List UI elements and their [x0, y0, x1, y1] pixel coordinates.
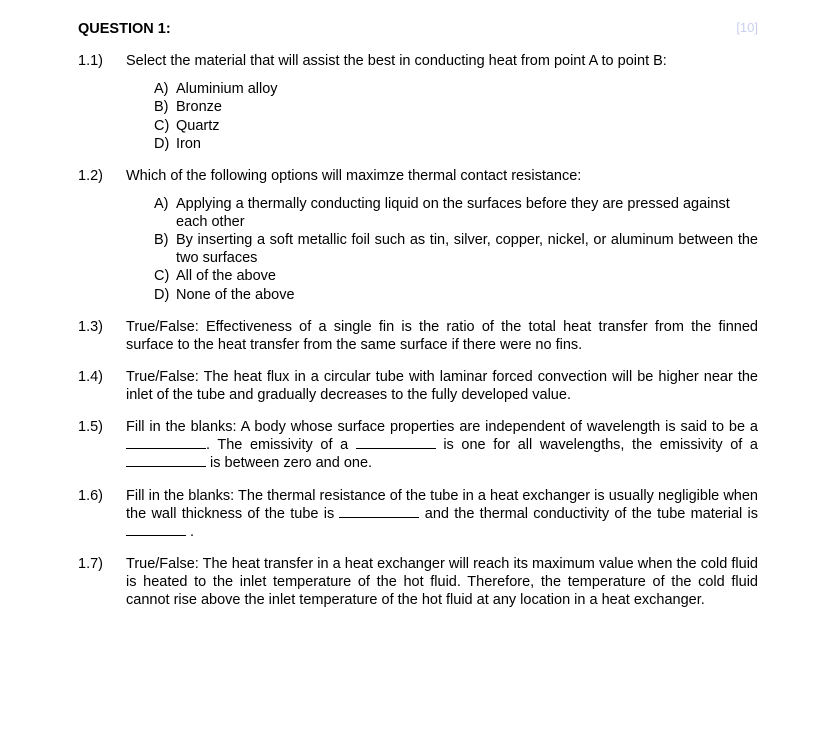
q-text-1-7: True/False: The heat transfer in a heat … — [126, 555, 758, 609]
q-num-1-1: 1.1) — [78, 52, 126, 153]
opt-text: All of the above — [176, 267, 758, 285]
opt-letter: D) — [154, 135, 176, 153]
opt-letter: D) — [154, 286, 176, 304]
opt-letter: B) — [154, 98, 176, 116]
q16-mid: and the thermal conductivity of the tube… — [419, 506, 758, 522]
q-num-1-5: 1.5) — [78, 418, 126, 472]
q15-mid1: . The emissivity of a — [206, 437, 356, 453]
q16-end: . — [186, 524, 194, 540]
opt-letter: C) — [154, 117, 176, 135]
blank — [126, 454, 206, 467]
blank — [356, 436, 436, 449]
blank — [126, 523, 186, 536]
q-num-1-2: 1.2) — [78, 167, 126, 304]
q-text-1-5: Fill in the blanks: A body whose surface… — [126, 418, 758, 472]
opt-text: None of the above — [176, 286, 758, 304]
blank — [126, 436, 206, 449]
opt-text: Bronze — [176, 98, 758, 116]
opt-letter: C) — [154, 267, 176, 285]
q-num-1-4: 1.4) — [78, 368, 126, 404]
q-num-1-6: 1.6) — [78, 487, 126, 541]
opt-letter: A) — [154, 195, 176, 231]
q-text-1-3: True/False: Effectiveness of a single fi… — [126, 318, 758, 354]
opt-letter: B) — [154, 231, 176, 267]
q-text-1-4: True/False: The heat flux in a circular … — [126, 368, 758, 404]
marks-badge: [10] — [736, 20, 758, 38]
opt-text: By inserting a soft metallic foil such a… — [176, 231, 758, 267]
q-text-1-1: Select the material that will assist the… — [126, 52, 758, 70]
opt-letter: A) — [154, 80, 176, 98]
q15-mid2: is one for all wavelengths, the emissivi… — [436, 437, 758, 453]
q-num-1-3: 1.3) — [78, 318, 126, 354]
blank — [339, 505, 419, 518]
q-text-1-2: Which of the following options will maxi… — [126, 167, 758, 185]
question-title: QUESTION 1: — [78, 20, 171, 38]
q-num-1-7: 1.7) — [78, 555, 126, 609]
opt-text: Iron — [176, 135, 758, 153]
q-text-1-6: Fill in the blanks: The thermal resistan… — [126, 487, 758, 541]
opt-text: Quartz — [176, 117, 758, 135]
opt-text: Applying a thermally conducting liquid o… — [176, 195, 758, 231]
q15-end: is between zero and one. — [206, 455, 372, 471]
q15-pre: Fill in the blanks: A body whose surface… — [126, 419, 758, 435]
opt-text: Aluminium alloy — [176, 80, 758, 98]
